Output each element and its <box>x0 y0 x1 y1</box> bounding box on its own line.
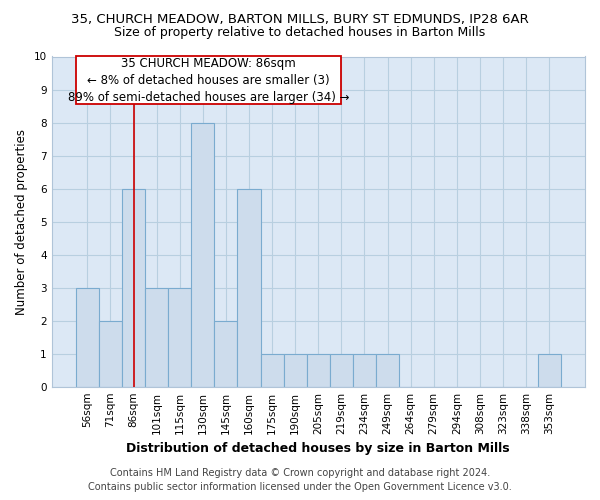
Bar <box>168 288 191 386</box>
Bar <box>76 288 99 386</box>
Text: Size of property relative to detached houses in Barton Mills: Size of property relative to detached ho… <box>115 26 485 39</box>
Bar <box>122 188 145 386</box>
Bar <box>376 354 399 386</box>
FancyBboxPatch shape <box>76 56 341 104</box>
X-axis label: Distribution of detached houses by size in Barton Mills: Distribution of detached houses by size … <box>127 442 510 455</box>
Y-axis label: Number of detached properties: Number of detached properties <box>15 128 28 314</box>
Text: 35, CHURCH MEADOW, BARTON MILLS, BURY ST EDMUNDS, IP28 6AR: 35, CHURCH MEADOW, BARTON MILLS, BURY ST… <box>71 12 529 26</box>
Text: Contains HM Land Registry data © Crown copyright and database right 2024.
Contai: Contains HM Land Registry data © Crown c… <box>88 468 512 492</box>
Bar <box>307 354 330 386</box>
Bar <box>99 320 122 386</box>
Bar <box>238 188 260 386</box>
Bar <box>191 122 214 386</box>
Bar <box>330 354 353 386</box>
Bar <box>538 354 561 386</box>
Bar <box>214 320 238 386</box>
Text: 35 CHURCH MEADOW: 86sqm
← 8% of detached houses are smaller (3)
89% of semi-deta: 35 CHURCH MEADOW: 86sqm ← 8% of detached… <box>68 57 349 104</box>
Bar <box>284 354 307 386</box>
Bar <box>260 354 284 386</box>
Bar <box>145 288 168 386</box>
Bar <box>353 354 376 386</box>
